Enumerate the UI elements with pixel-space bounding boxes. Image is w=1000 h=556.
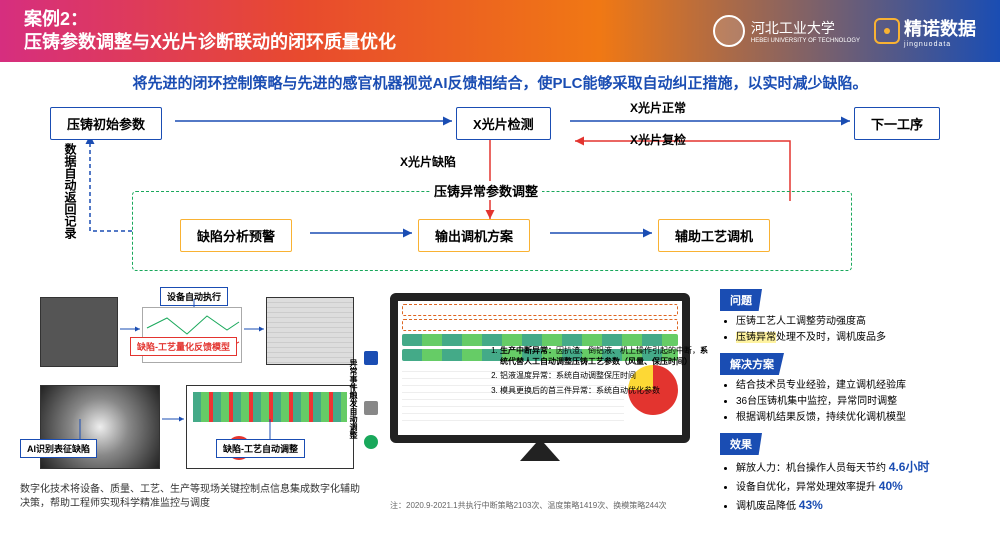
tag-feedback-model: 缺陷-工艺量化反馈模型 — [130, 337, 237, 356]
slide-header: 案例2： 压铸参数调整与X光片诊断联动的闭环质量优化 河北工业大学 HEBEI … — [0, 0, 1000, 62]
mid-notes-list: 生产中断异常：因扒渣、倒铝液、机上操作引起的中断，系统代替人工自动调整压铸工艺参… — [486, 345, 710, 399]
close-icon — [364, 351, 378, 365]
list-item: 结合技术员专业经验，建立调机经验库 — [736, 379, 980, 393]
list-item: 36台压铸机集中监控，异常同时调整 — [736, 395, 980, 409]
company-badge: 精诺数据 jingnuodata — [874, 15, 976, 48]
bottom-row: 设备自动执行 缺陷-工艺量化反馈模型 AI识别表征缺陷 缺陷-工艺自动调整 数字… — [0, 281, 1000, 511]
group-label: 压铸异常参数调整 — [430, 181, 542, 200]
slide-subtitle: 将先进的闭环控制策略与先进的感官机器视觉AI反馈相结合，使PLC能够采取自动纠正… — [0, 62, 1000, 101]
note-item: 模具更换后的首三件异常：系统自动优化参数 — [500, 385, 710, 396]
monitor-row — [402, 304, 678, 316]
university-badge: 河北工业大学 HEBEI UNIVERSITY OF TECHNOLOGY — [713, 15, 860, 47]
monitor-row — [402, 319, 678, 331]
node-output-plan: 输出调机方案 — [418, 219, 530, 252]
sync-icon — [364, 435, 378, 449]
label-data-return: 数据自动返回记录 — [62, 143, 79, 239]
note-item: 铝液温度异常：系统自动调整保压时间 — [500, 370, 710, 381]
bottom-left-cluster: 设备自动执行 缺陷-工艺量化反馈模型 AI识别表征缺陷 缺陷-工艺自动调整 数字… — [20, 289, 360, 511]
section-head: 问题 — [720, 289, 762, 311]
tag-ai-recognize: AI识别表征缺陷 — [20, 439, 97, 458]
img-machine — [40, 297, 118, 367]
list-item: 压铸工艺人工调整劳动强度高 — [736, 315, 980, 329]
section-effect: 效果 解放人力：机台操作人员每天节约 4.6小时 设备自优化，异常处理效率提升 … — [720, 433, 980, 514]
university-name: 河北工业大学 — [751, 20, 835, 36]
bottom-mid-cluster: 异常事件触发自动调整 生产中断异常：因扒渣、倒铝液、机上操作引起的中断，系统代替… — [370, 289, 710, 511]
slide-title: 案例2： 压铸参数调整与X光片诊断联动的闭环质量优化 — [24, 8, 396, 55]
section-head: 效果 — [720, 433, 762, 455]
label-defect: X光片缺陷 — [400, 153, 456, 170]
list-item: 解放人力：机台操作人员每天节约 4.6小时 — [736, 459, 980, 476]
tag-auto-adjust: 缺陷-工艺自动调整 — [216, 439, 305, 458]
section-head: 解决方案 — [720, 353, 784, 375]
flowchart: 压铸初始参数 X光片检测 下一工序 X光片正常 X光片缺陷 X光片复检 压铸异常… — [20, 101, 980, 281]
node-xray-detect: X光片检测 — [456, 107, 551, 140]
list-item: 调机废品降低 43% — [736, 497, 980, 514]
mid-footer-note: 注：2020.9-2021.1共执行中断策略2103次、温度策略1419次、换模… — [390, 500, 667, 511]
university-sub: HEBEI UNIVERSITY OF TECHNOLOGY — [751, 38, 860, 44]
title-line2: 压铸参数调整与X光片诊断联动的闭环质量优化 — [24, 31, 396, 54]
node-assist-tuning: 辅助工艺调机 — [658, 219, 770, 252]
list-item: 根据调机结果反馈，持续优化调机模型 — [736, 411, 980, 425]
note-item: 生产中断异常：因扒渣、倒铝液、机上操作引起的中断，系统代替人工自动调整压铸工艺参… — [500, 345, 710, 367]
img-parameter-log — [266, 297, 354, 365]
bottom-right-sections: 问题 压铸工艺人工调整劳动强度高 压铸异常处理不及时，调机废品多 解决方案 结合… — [720, 289, 980, 511]
company-logo-icon — [874, 18, 900, 44]
node-defect-analysis: 缺陷分析预警 — [180, 219, 292, 252]
header-logos: 河北工业大学 HEBEI UNIVERSITY OF TECHNOLOGY 精诺… — [713, 15, 976, 48]
machine-icon — [364, 401, 378, 415]
monitor-stand — [520, 443, 560, 461]
node-initial-params: 压铸初始参数 — [50, 107, 162, 140]
company-sub: jingnuodata — [904, 41, 976, 48]
title-line1: 案例2： — [24, 8, 396, 31]
node-next-process: 下一工序 — [854, 107, 940, 140]
company-name: 精诺数据 — [904, 19, 976, 39]
tag-auto-exec: 设备自动执行 — [160, 287, 228, 306]
list-item: 设备自优化，异常处理效率提升 40% — [736, 478, 980, 495]
mid-vertical-label: 异常事件触发自动调整 — [348, 359, 359, 439]
label-recheck: X光片复检 — [630, 131, 686, 148]
label-normal: X光片正常 — [630, 99, 686, 116]
section-problem: 问题 压铸工艺人工调整劳动强度高 压铸异常处理不及时，调机废品多 — [720, 289, 980, 345]
university-seal-icon — [713, 15, 745, 47]
bottom-left-desc: 数字化技术将设备、质量、工艺、生产等现场关键控制点信息集成数字化辅助决策，帮助工… — [20, 483, 360, 511]
section-solution: 解决方案 结合技术员专业经验，建立调机经验库 36台压铸机集中监控，异常同时调整… — [720, 353, 980, 425]
list-item: 压铸异常处理不及时，调机废品多 — [736, 331, 980, 345]
